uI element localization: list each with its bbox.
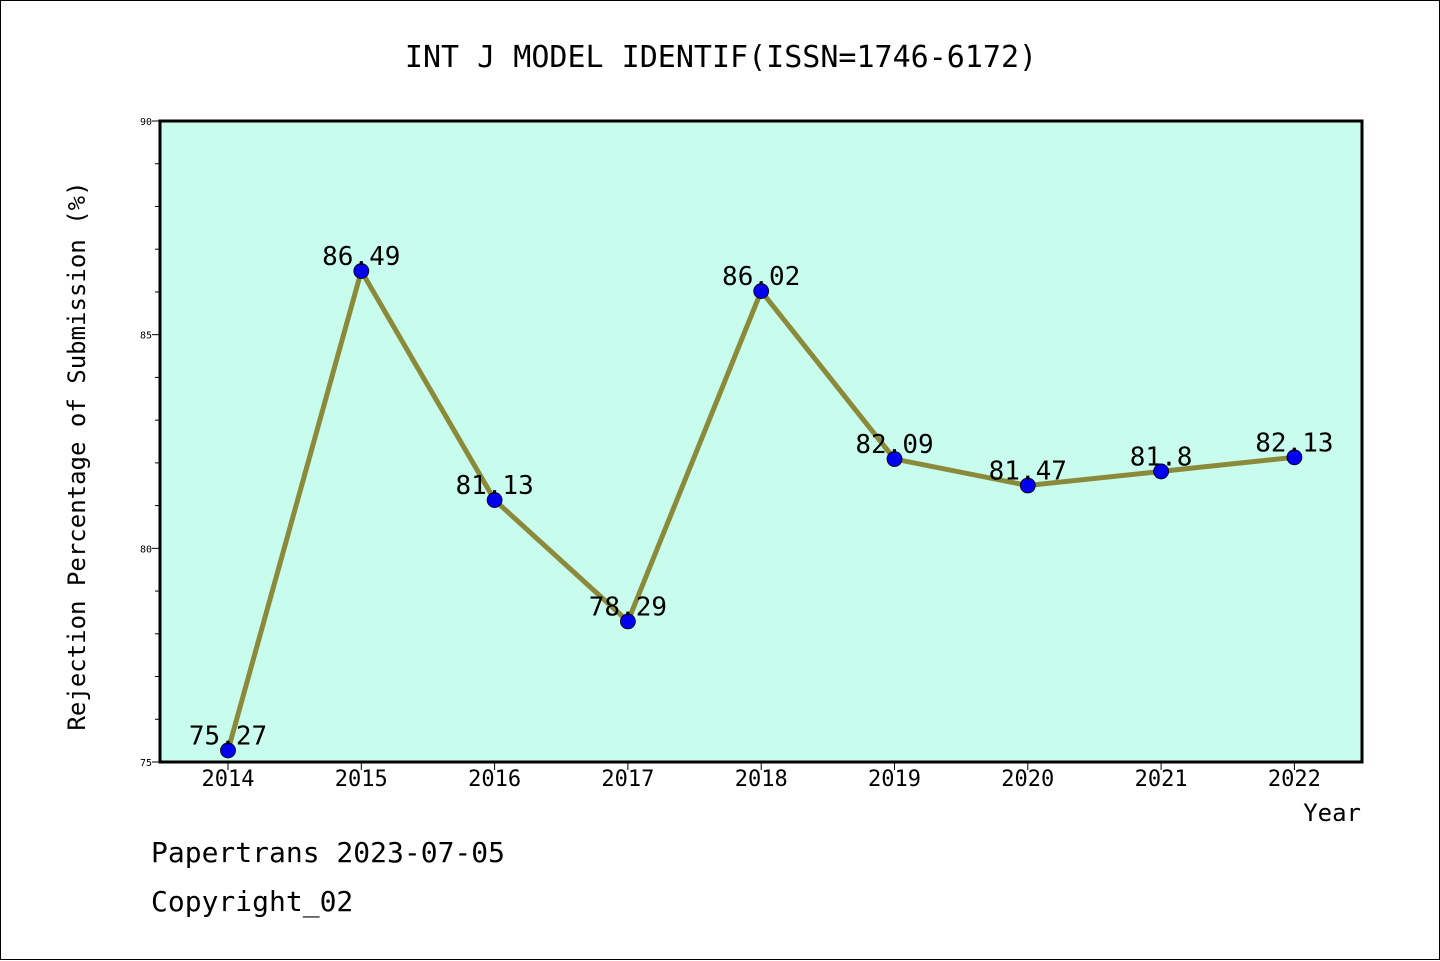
x-tick-label: 2017	[601, 767, 654, 792]
data-point	[886, 451, 903, 467]
data-label: 81.8	[1130, 442, 1193, 472]
x-tick-label: 2020	[1001, 767, 1054, 792]
data-point	[753, 283, 770, 299]
data-label: 78.29	[589, 592, 667, 622]
data-point	[220, 742, 236, 759]
data-point	[353, 263, 370, 279]
y-tick-label: 90	[140, 117, 152, 128]
data-point	[620, 613, 636, 630]
data-point	[486, 492, 503, 508]
x-tick-label: 2019	[868, 767, 921, 792]
x-tick-label: 2016	[468, 767, 521, 792]
y-axis: 75 80 85 90	[140, 117, 160, 769]
x-tick-label: 2014	[202, 767, 255, 792]
data-label: 75.27	[189, 721, 267, 751]
data-label: 81.13	[455, 471, 533, 501]
x-axis-label: Year	[1303, 799, 1361, 827]
footer-date: Papertrans 2023-07-05	[151, 836, 506, 869]
y-axis-label: Rejection Percentage of Submission (%)	[63, 181, 91, 730]
data-label: 82.09	[855, 430, 933, 460]
plot-area	[158, 119, 1364, 764]
x-tick-label: 2021	[1135, 767, 1188, 792]
data-label: 86.49	[322, 242, 400, 272]
y-tick-label: 75	[140, 758, 152, 769]
data-point	[1286, 449, 1303, 466]
data-label: 82.13	[1255, 428, 1333, 458]
y-tick-label: 85	[140, 331, 152, 342]
y-tick-label: 80	[140, 544, 152, 555]
chart-title: INT J MODEL IDENTIF(ISSN=1746-6172)	[405, 40, 1037, 75]
x-tick-label: 2018	[735, 767, 788, 792]
x-tick-label: 2022	[1268, 767, 1321, 792]
x-axis: 2014 2015 2016 2017 2018 2019 2020 2021 2022	[202, 762, 1321, 792]
data-label: 86.02	[722, 262, 800, 292]
x-tick-label: 2015	[335, 767, 388, 792]
data-point	[1019, 477, 1036, 494]
data-series: 75.27 86.49 81.13 78.29 86.02 82.09 81.47 81.8 8…	[189, 242, 1334, 759]
data-label: 81.47	[989, 457, 1067, 487]
data-point	[1153, 463, 1169, 480]
footer-copyright: Copyright_02	[151, 885, 354, 918]
